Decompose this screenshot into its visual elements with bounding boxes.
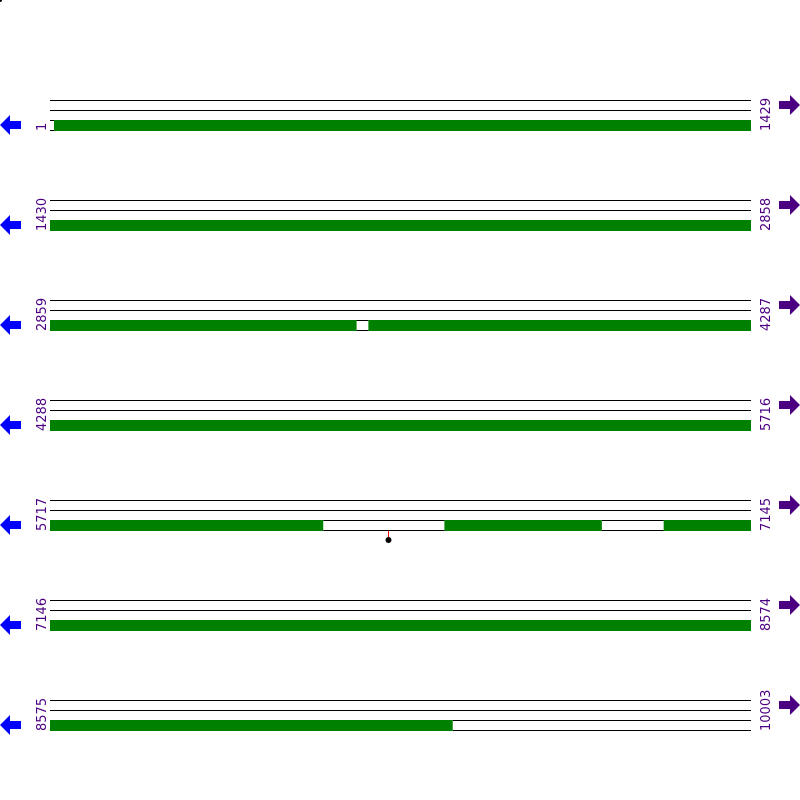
row-end-label: 2858 [759, 198, 774, 231]
coverage-segment [50, 520, 324, 531]
row-start-label: 2859 [35, 298, 50, 331]
arrow-right-icon[interactable] [779, 695, 800, 715]
coverage-segment [368, 320, 751, 331]
row-end-label: 1429 [759, 98, 774, 131]
marker-pin-icon[interactable] [385, 537, 392, 543]
arrow-left-icon[interactable] [0, 715, 21, 735]
row-end-label: 4287 [759, 298, 774, 331]
arrow-right-icon[interactable] [779, 395, 800, 415]
row-start-label: 7146 [35, 598, 50, 631]
row-start-label: 8575 [35, 698, 50, 731]
coverage-segment [50, 720, 453, 731]
coverage-segment [53, 120, 751, 131]
arrow-left-icon[interactable] [0, 215, 21, 235]
coverage-segment [50, 220, 751, 231]
row-end-label: 8574 [759, 598, 774, 631]
arrow-left-icon[interactable] [0, 315, 21, 335]
row-start-label: 1 [35, 123, 50, 131]
arrow-right-icon[interactable] [779, 495, 800, 515]
coverage-segment [444, 520, 602, 531]
arrow-right-icon[interactable] [779, 195, 800, 215]
arrow-left-icon[interactable] [0, 115, 21, 135]
arrow-right-icon[interactable] [779, 595, 800, 615]
coverage-segment [50, 320, 357, 331]
row-end-label: 10003 [759, 690, 774, 731]
coverage-segment [50, 420, 751, 431]
row-end-label: 7145 [759, 498, 774, 531]
arrow-right-icon[interactable] [779, 95, 800, 115]
corner-dot [0, 0, 2, 2]
coverage-segment [50, 620, 751, 631]
row-start-label: 5717 [35, 498, 50, 531]
row-start-label: 1430 [35, 198, 50, 231]
coverage-segment [663, 520, 751, 531]
arrow-right-icon[interactable] [779, 295, 800, 315]
arrow-left-icon[interactable] [0, 615, 21, 635]
row-start-label: 4288 [35, 398, 50, 431]
row-end-label: 5716 [759, 398, 774, 431]
arrow-left-icon[interactable] [0, 415, 21, 435]
arrow-left-icon[interactable] [0, 515, 21, 535]
